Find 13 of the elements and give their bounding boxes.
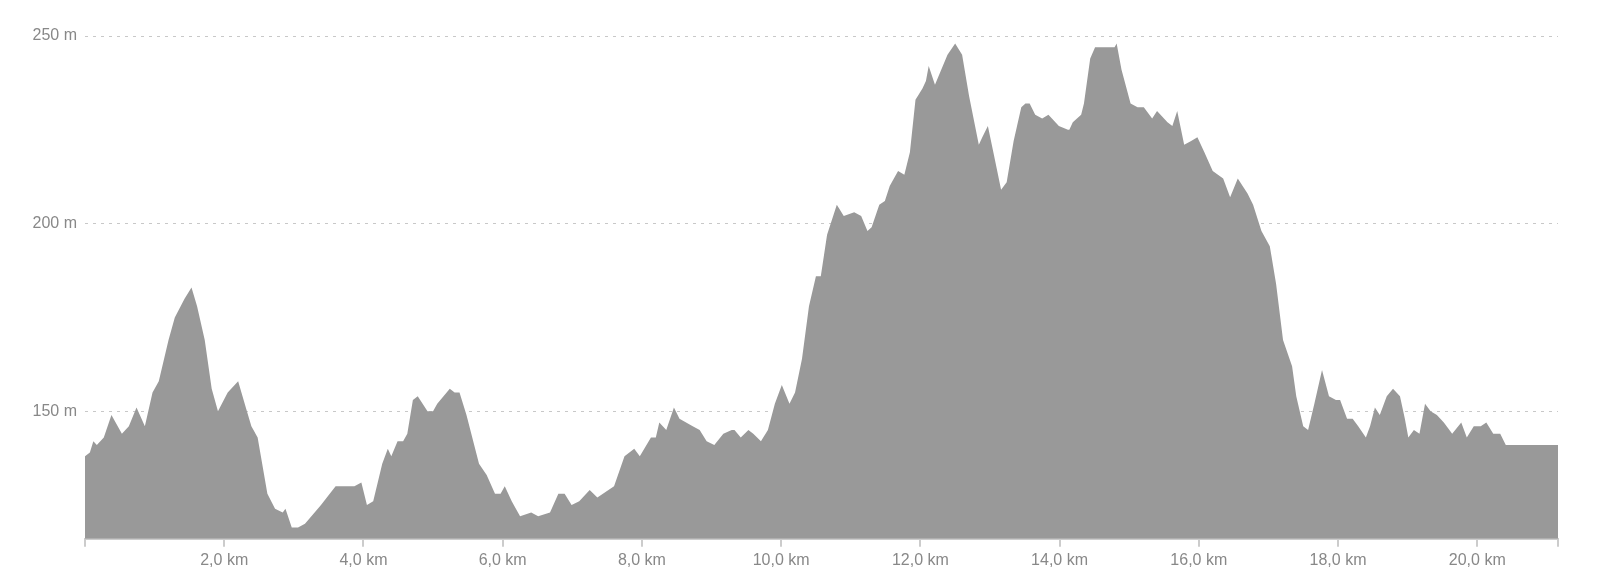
x-tick-label: 2,0 km xyxy=(200,550,249,568)
x-tick-label: 6,0 km xyxy=(478,550,527,568)
x-tick-label: 4,0 km xyxy=(339,550,388,568)
x-tick-label: 8,0 km xyxy=(617,550,666,568)
y-tick-label: 150 m xyxy=(32,401,77,419)
y-tick-label: 200 m xyxy=(32,214,77,232)
x-tick-label: 10,0 km xyxy=(752,550,810,568)
x-tick-label: 20,0 km xyxy=(1448,550,1506,568)
x-tick-label: 12,0 km xyxy=(891,550,949,568)
x-tick-label: 18,0 km xyxy=(1309,550,1367,568)
x-tick-label: 14,0 km xyxy=(1031,550,1089,568)
x-tick-label: 16,0 km xyxy=(1170,550,1228,568)
y-tick-label: 250 m xyxy=(32,26,77,44)
